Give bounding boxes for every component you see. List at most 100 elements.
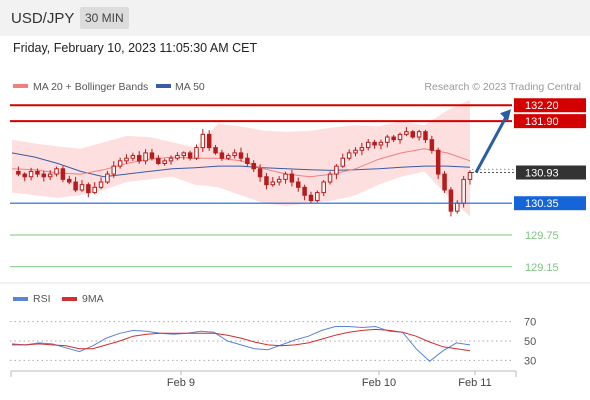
candle-body	[35, 170, 40, 175]
resistance-1-label: 132.20	[525, 100, 559, 112]
x-tick-label-feb10: Feb 10	[362, 377, 396, 389]
candle-body	[435, 149, 441, 175]
timeframe-badge[interactable]: 30 MIN	[80, 7, 129, 29]
candle-body	[467, 171, 473, 180]
ma9-legend-swatch	[62, 297, 77, 301]
candle-body	[442, 173, 447, 191]
candle-body	[410, 131, 415, 138]
candle-body	[391, 136, 396, 141]
candle-body	[397, 133, 403, 141]
candle-body	[251, 162, 256, 170]
candle-body	[340, 157, 346, 167]
candle-body	[16, 170, 21, 175]
candle-body	[105, 173, 110, 183]
source-label: Research © 2023 Trading Central	[424, 81, 581, 93]
ma50-legend-label: MA 50	[175, 81, 205, 93]
ma20-legend-label: MA 20 + Bollinger Bands	[33, 81, 148, 93]
candle-body	[60, 168, 66, 180]
candle-body	[213, 147, 218, 154]
rsi-tick-label: 50	[524, 336, 536, 348]
candle-body	[455, 202, 460, 212]
candle-body	[385, 136, 390, 143]
candle-body	[302, 186, 307, 196]
rsi-plot: 70 50 30	[10, 317, 536, 367]
rsi-ma-line	[12, 328, 471, 352]
support-2-label: 129.15	[525, 262, 559, 274]
candle-body	[238, 152, 244, 159]
candle-body	[378, 141, 384, 146]
ma50-legend-swatch	[156, 84, 171, 88]
candle-body	[67, 178, 72, 183]
candle-body	[257, 168, 263, 178]
x-tick-label-feb9: Feb 9	[167, 377, 195, 389]
candle-body	[219, 152, 225, 159]
candle-body	[54, 168, 59, 175]
candle-body	[206, 133, 212, 149]
chart-datetime: Friday, February 10, 2023 11:05:30 AM CE…	[13, 41, 258, 55]
rsi-tick-label: 30	[524, 355, 536, 367]
ma20-legend-swatch	[13, 84, 28, 88]
candle-body	[365, 141, 371, 149]
candle-body	[232, 152, 237, 157]
resistance-2-label-box	[514, 114, 586, 129]
ma9-legend-label: 9MA	[82, 293, 104, 305]
candle-body	[28, 170, 34, 178]
candle-body	[321, 181, 326, 194]
candle-body	[448, 189, 454, 212]
rsi-legend-label: RSI	[33, 293, 51, 305]
candle-body	[327, 173, 333, 183]
candle-body	[423, 131, 428, 141]
candle-body	[270, 181, 276, 186]
candle-body	[168, 157, 174, 162]
resistance-1-label-box	[514, 98, 586, 113]
candle-body	[346, 152, 352, 159]
candle-body	[98, 181, 104, 188]
candle-body	[200, 133, 206, 149]
levels-layer: 132.20 131.90 130.35 129.75 129.15 130.93	[10, 98, 586, 274]
candle-body	[334, 165, 339, 175]
target-arrow	[474, 114, 509, 174]
candle-body	[353, 149, 358, 154]
last-price-label: 130.93	[525, 167, 559, 179]
candle-body	[296, 181, 301, 188]
candle-body	[283, 173, 288, 180]
candle-body	[130, 155, 136, 159]
candle-body	[359, 147, 365, 151]
candle-body	[315, 192, 320, 202]
candle-body	[47, 173, 53, 178]
candle-body	[404, 131, 409, 135]
candle-body	[73, 181, 78, 191]
support-1-label: 129.75	[525, 230, 559, 242]
candle-body	[226, 155, 231, 159]
rsi-tick-label: 70	[524, 317, 536, 329]
candle-body	[461, 178, 466, 204]
chart-header: USD/JPY 30 MIN	[0, 0, 590, 36]
x-tick-label-feb11: Feb 11	[458, 377, 491, 389]
candle-body	[187, 152, 193, 159]
candle-body	[111, 165, 117, 175]
candle-body	[276, 178, 282, 183]
candle-body	[162, 160, 167, 164]
pivot-label: 130.35	[525, 198, 559, 210]
candle-body	[124, 157, 129, 162]
candle-body	[245, 157, 250, 164]
symbol-label: USD/JPY	[11, 10, 75, 27]
candle-body	[92, 186, 97, 194]
candle-body	[308, 194, 314, 202]
candle-body	[429, 139, 435, 151]
candle-body	[79, 184, 85, 191]
price-plot	[11, 99, 473, 217]
candle-body	[156, 157, 161, 164]
candle-body	[41, 173, 47, 178]
candle-body	[149, 152, 155, 159]
rsi-legend-swatch	[13, 297, 28, 301]
candle-body	[22, 173, 27, 178]
candle-body	[86, 184, 91, 194]
rsi-line	[11, 325, 471, 362]
pivot-label-box	[514, 196, 586, 211]
candle-body	[136, 155, 142, 162]
candle-body	[143, 152, 148, 162]
candle-body	[416, 131, 422, 138]
candle-body	[289, 173, 295, 183]
